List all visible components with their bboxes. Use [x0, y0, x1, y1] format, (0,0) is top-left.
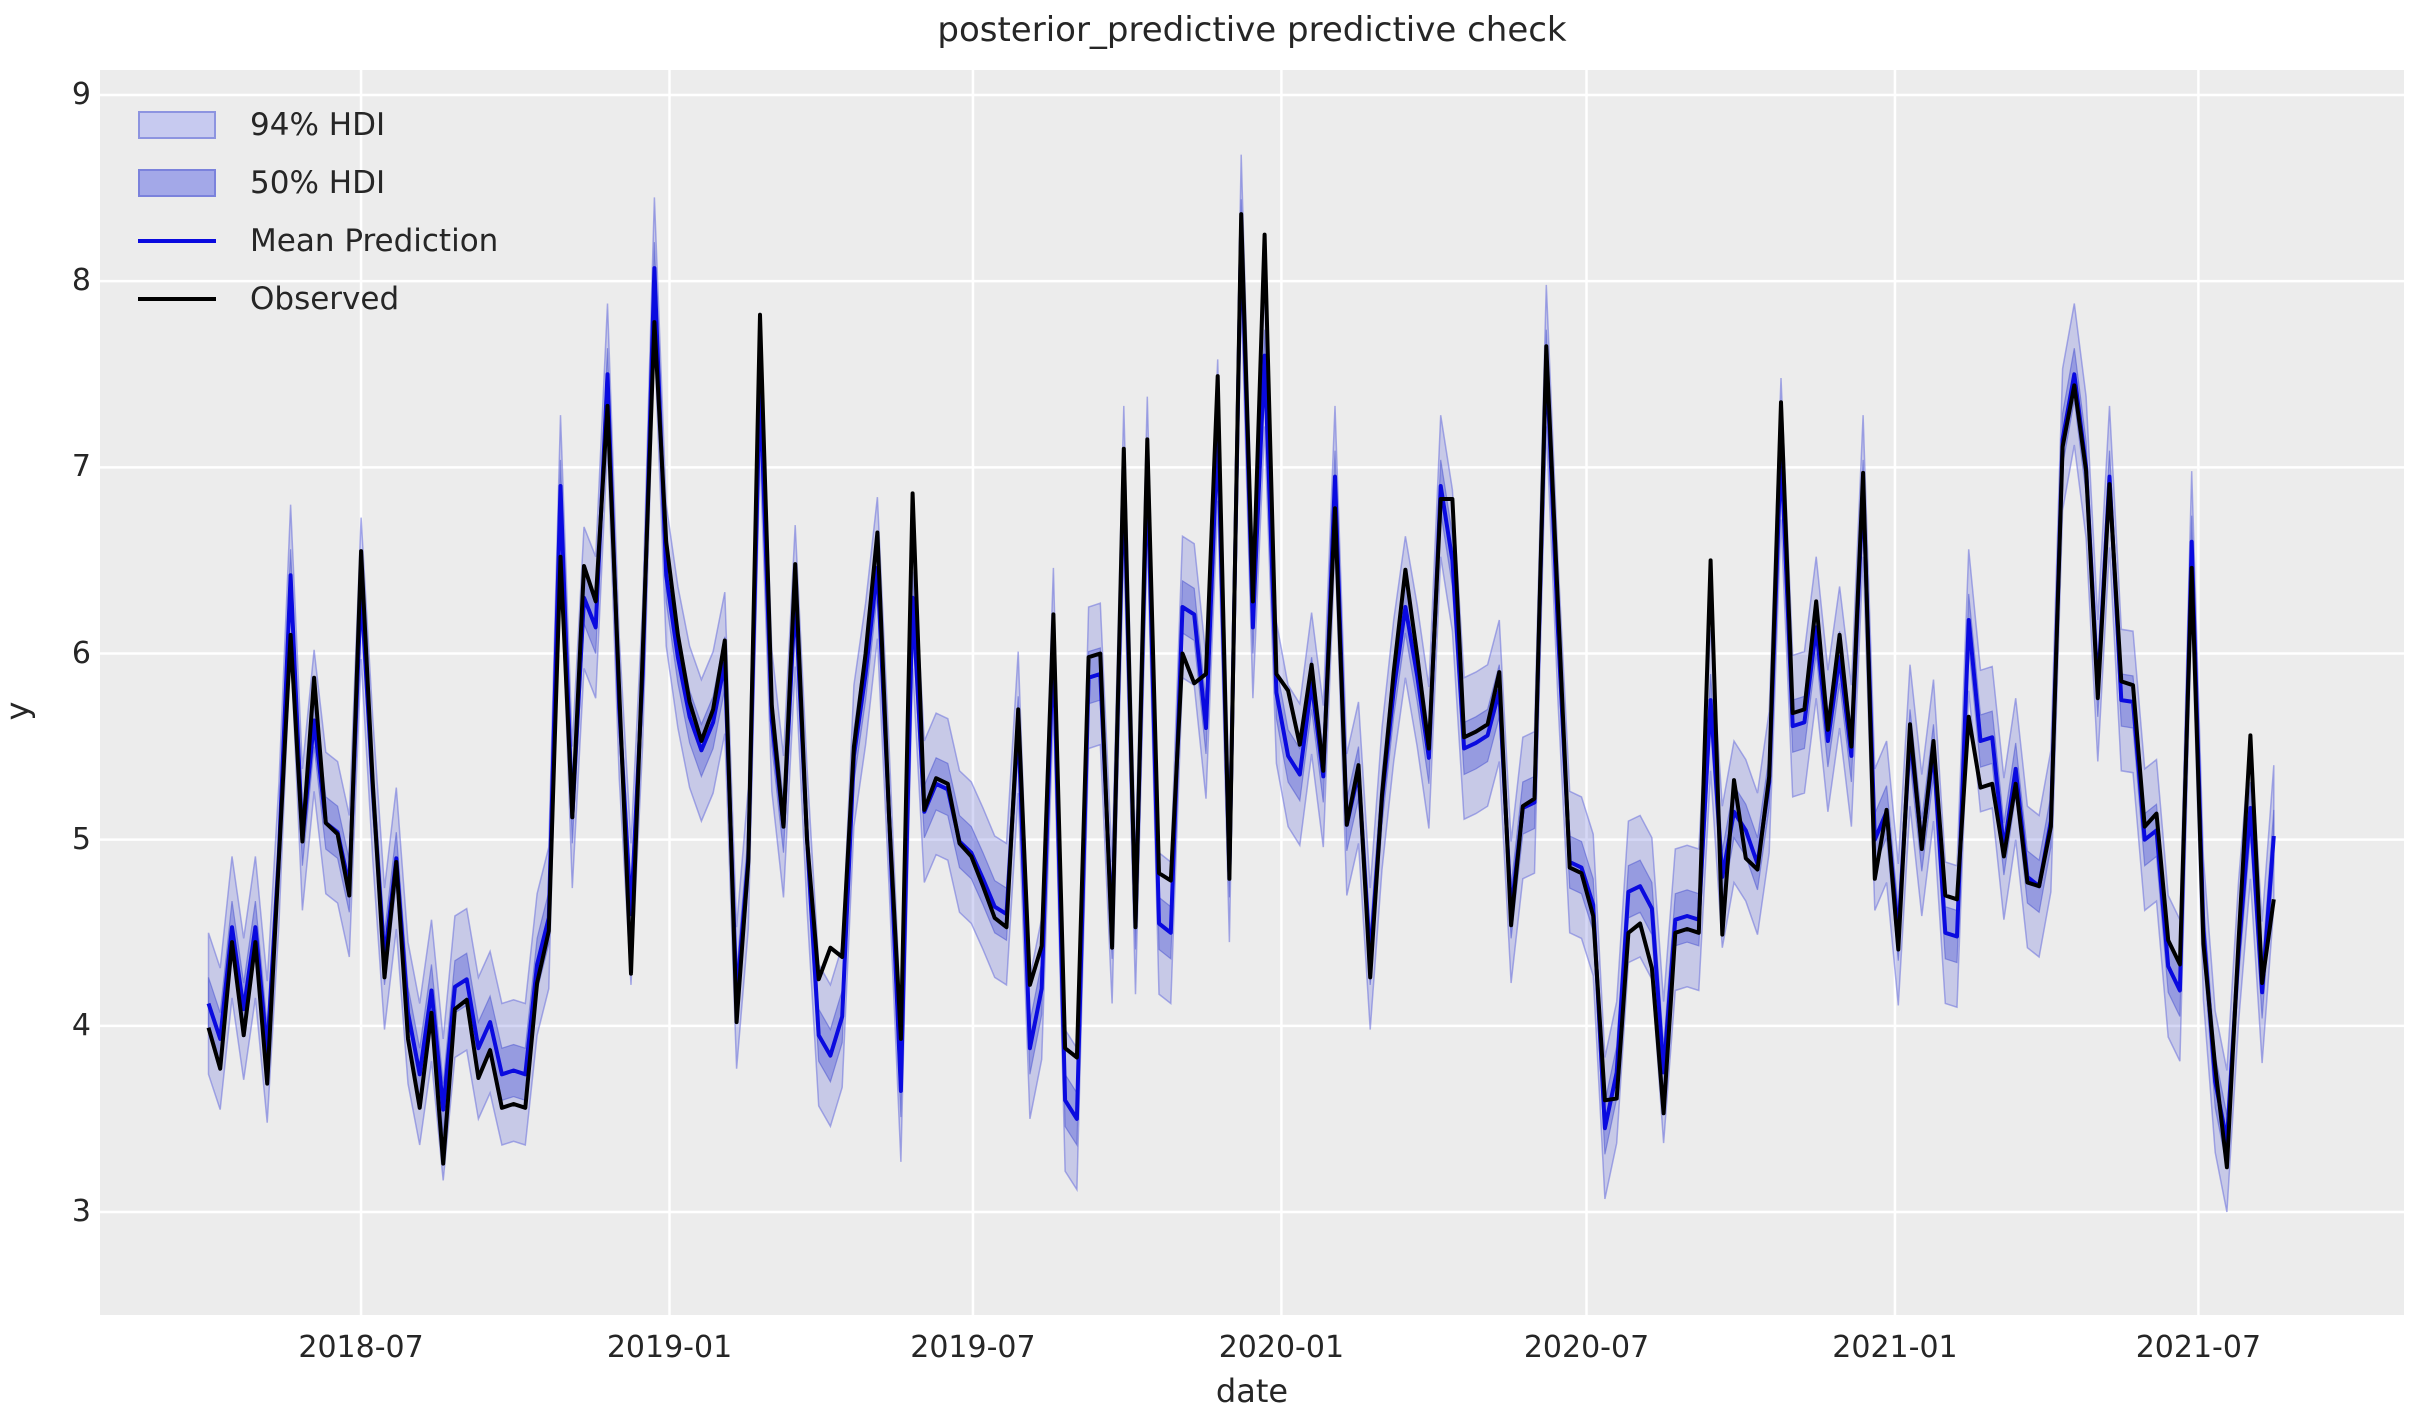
- observed-line: [206, 212, 2276, 1170]
- x-tick-label: 2020-07: [1523, 1330, 1650, 1365]
- y-tick-label: 8: [71, 263, 91, 299]
- legend-label: Observed: [250, 281, 400, 317]
- x-tick-label: 2019-07: [910, 1330, 1036, 1365]
- y-tick-label: 9: [71, 77, 91, 112]
- y-tick-label: 5: [71, 821, 91, 857]
- legend-label: 50% HDI: [250, 165, 386, 201]
- legend-label: 94% HDI: [250, 107, 386, 143]
- y-tick-label: 3: [71, 1194, 91, 1230]
- plot-svg: [100, 70, 2404, 1315]
- legend-item: 94% HDI: [138, 96, 498, 154]
- y-tick-label: 7: [71, 449, 91, 485]
- x-tick-label: 2021-01: [1832, 1330, 1958, 1365]
- chart-title: posterior_predictive predictive check: [937, 10, 1567, 50]
- legend-item: 50% HDI: [138, 154, 498, 212]
- legend-item: Observed: [138, 270, 498, 328]
- y-tick-label: 4: [71, 1007, 91, 1043]
- y-axis-label: y: [0, 701, 37, 721]
- hdi50-swatch-icon: [138, 169, 216, 197]
- mean-line-icon: [138, 239, 216, 243]
- legend-item: Mean Prediction: [138, 212, 498, 270]
- hdi94-swatch-icon: [138, 111, 216, 139]
- x-tick-label: 2019-01: [606, 1330, 733, 1365]
- observed-line-icon: [138, 297, 216, 301]
- legend-label: Mean Prediction: [250, 223, 499, 259]
- x-tick-label: 2018-07: [298, 1330, 424, 1365]
- plot-area: [100, 70, 2404, 1315]
- x-tick-label: 2021-07: [2135, 1330, 2262, 1365]
- legend: 94% HDI 50% HDI Mean Prediction Observed: [138, 96, 498, 328]
- x-axis-label: date: [1215, 1372, 1289, 1410]
- y-tick-label: 6: [71, 635, 91, 671]
- x-tick-label: 2020-01: [1218, 1330, 1345, 1365]
